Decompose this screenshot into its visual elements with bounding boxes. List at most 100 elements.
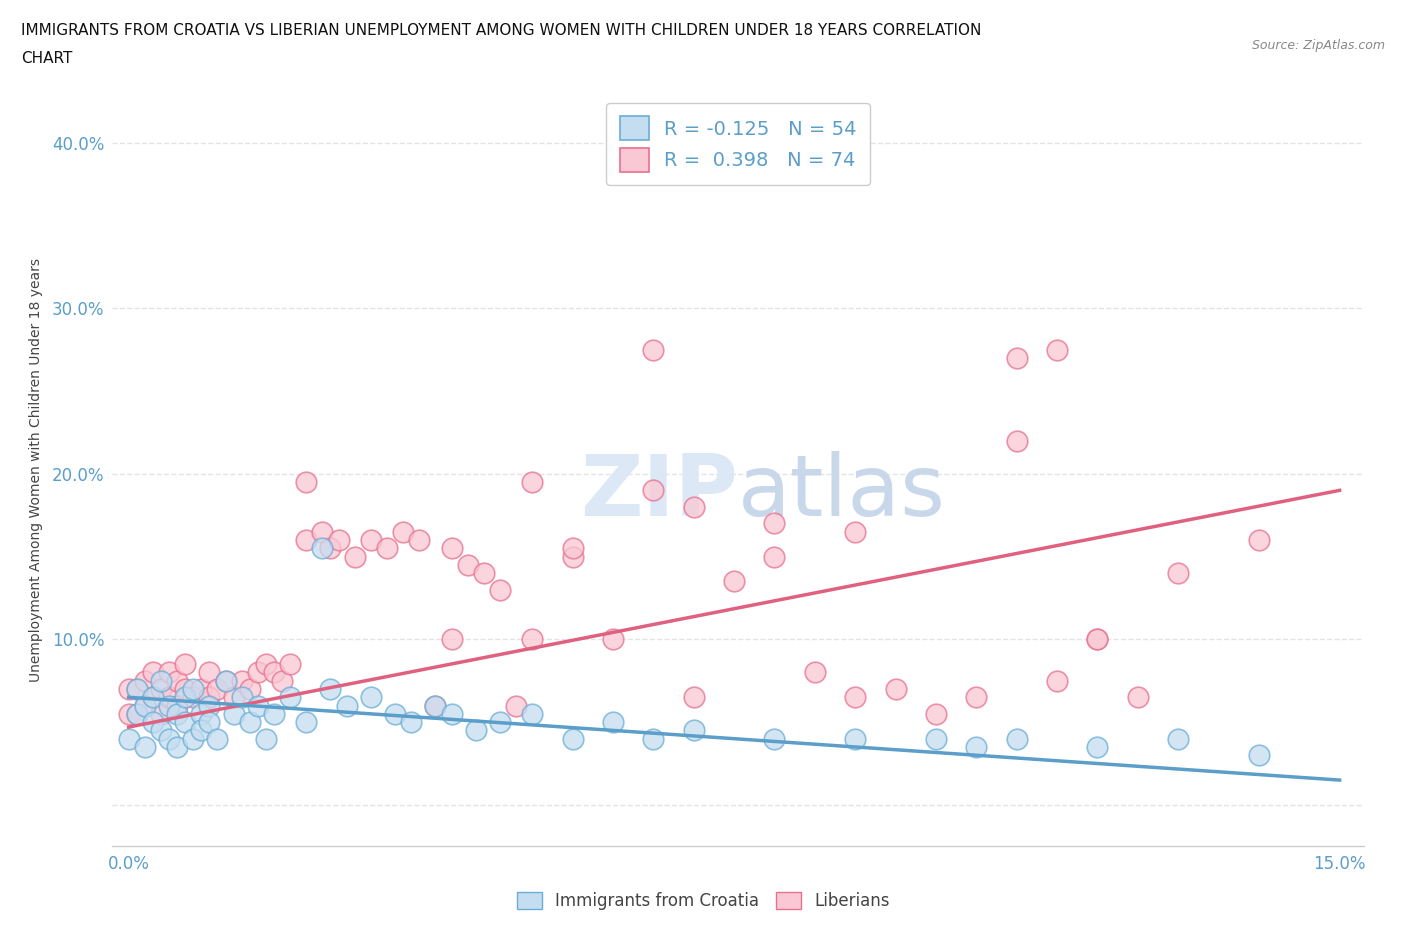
Point: [1005, 731, 1028, 746]
Point: [399, 714, 422, 729]
Point: [142, 690, 165, 705]
Point: [222, 690, 245, 705]
Point: [198, 714, 221, 729]
Point: [271, 673, 294, 688]
Point: [682, 723, 704, 737]
Text: ZIP: ZIP: [581, 451, 738, 534]
Point: [643, 731, 665, 746]
Point: [174, 714, 197, 729]
Point: [149, 682, 172, 697]
Point: [522, 707, 544, 722]
Point: [134, 673, 156, 688]
Point: [723, 574, 745, 589]
Text: IMMIGRANTS FROM CROATIA VS LIBERIAN UNEMPLOYMENT AMONG WOMEN WITH CHILDREN UNDER: IMMIGRANTS FROM CROATIA VS LIBERIAN UNEM…: [21, 23, 981, 38]
Point: [319, 682, 342, 697]
Point: [884, 682, 907, 697]
Point: [440, 541, 463, 556]
Point: [157, 665, 180, 680]
Point: [149, 723, 172, 737]
Point: [181, 690, 204, 705]
Point: [190, 682, 212, 697]
Point: [763, 549, 786, 564]
Point: [440, 707, 463, 722]
Point: [489, 714, 512, 729]
Point: [925, 731, 948, 746]
Point: [190, 723, 212, 737]
Point: [1005, 351, 1028, 365]
Point: [198, 665, 221, 680]
Point: [440, 631, 463, 646]
Point: [246, 698, 269, 713]
Point: [1087, 631, 1109, 646]
Text: CHART: CHART: [21, 51, 73, 66]
Point: [311, 541, 333, 556]
Point: [343, 549, 366, 564]
Point: [117, 682, 139, 697]
Point: [142, 665, 165, 680]
Point: [231, 690, 253, 705]
Text: Source: ZipAtlas.com: Source: ZipAtlas.com: [1251, 39, 1385, 52]
Point: [134, 698, 156, 713]
Point: [425, 698, 447, 713]
Point: [125, 682, 148, 697]
Point: [682, 690, 704, 705]
Point: [295, 533, 318, 548]
Point: [561, 541, 583, 556]
Point: [295, 714, 318, 729]
Point: [117, 707, 139, 722]
Point: [561, 549, 583, 564]
Point: [425, 698, 447, 713]
Point: [198, 690, 221, 705]
Point: [602, 631, 624, 646]
Point: [117, 731, 139, 746]
Point: [643, 483, 665, 498]
Point: [174, 682, 197, 697]
Point: [157, 690, 180, 705]
Point: [149, 673, 172, 688]
Point: [231, 673, 253, 688]
Point: [1005, 433, 1028, 448]
Point: [174, 657, 197, 671]
Point: [763, 731, 786, 746]
Point: [166, 707, 188, 722]
Point: [643, 342, 665, 357]
Point: [311, 525, 333, 539]
Point: [174, 690, 197, 705]
Point: [166, 739, 188, 754]
Point: [1247, 748, 1270, 763]
Point: [1046, 342, 1069, 357]
Point: [319, 541, 342, 556]
Point: [239, 682, 262, 697]
Point: [125, 682, 148, 697]
Point: [804, 665, 827, 680]
Point: [561, 731, 583, 746]
Point: [360, 690, 382, 705]
Point: [142, 714, 165, 729]
Point: [392, 525, 415, 539]
Point: [489, 582, 512, 597]
Point: [157, 698, 180, 713]
Point: [134, 698, 156, 713]
Point: [134, 739, 156, 754]
Point: [360, 533, 382, 548]
Point: [844, 690, 866, 705]
Point: [464, 723, 486, 737]
Text: atlas: atlas: [738, 451, 946, 534]
Y-axis label: Unemployment Among Women with Children Under 18 years: Unemployment Among Women with Children U…: [30, 258, 44, 682]
Point: [965, 739, 987, 754]
Point: [844, 525, 866, 539]
Point: [602, 714, 624, 729]
Point: [763, 516, 786, 531]
Point: [408, 533, 430, 548]
Point: [505, 698, 527, 713]
Point: [472, 565, 495, 580]
Legend: Immigrants from Croatia, Liberians: Immigrants from Croatia, Liberians: [510, 885, 896, 917]
Point: [246, 665, 269, 680]
Point: [181, 731, 204, 746]
Point: [166, 698, 188, 713]
Point: [375, 541, 398, 556]
Point: [166, 673, 188, 688]
Point: [142, 690, 165, 705]
Point: [336, 698, 359, 713]
Point: [214, 673, 236, 688]
